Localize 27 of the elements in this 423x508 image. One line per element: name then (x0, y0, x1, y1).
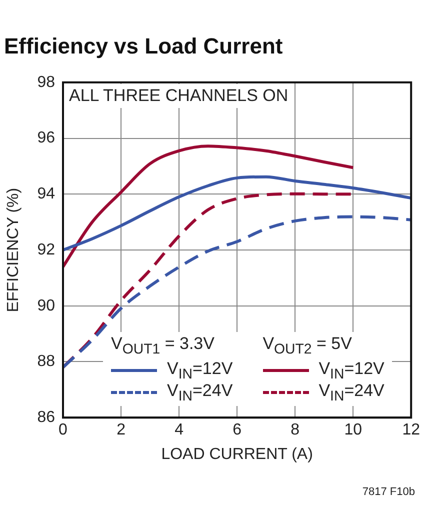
annotation: V$_{OUT1}$ = 3.3V (111, 334, 216, 359)
chart-title: Efficiency vs Load Current (4, 33, 284, 58)
x-tick-label: 10 (344, 422, 362, 439)
text: 7817 F10b (362, 486, 415, 498)
x-axis-title: LOAD CURRENT (A) (161, 446, 313, 463)
legend-label: V$_{IN}$=12V (318, 358, 384, 382)
x-tick-label: 6 (232, 422, 242, 439)
y-tick-label: 86 (37, 409, 56, 426)
x-tick-label: 0 (58, 422, 68, 439)
x-tick-label: 12 (402, 422, 420, 439)
annotation: ALL THREE CHANNELS ON (65, 84, 292, 108)
x-tick-label: 8 (290, 422, 300, 439)
annotation: V$_{OUT2}$ = 5V (262, 334, 353, 359)
y-tick-label: 94 (37, 186, 56, 203)
y-tick-label: 98 (37, 74, 56, 91)
x-tick-label: 2 (116, 422, 126, 439)
y-tick-label: 88 (37, 353, 56, 370)
line-series (63, 175, 412, 252)
legend-label: V$_{IN}$=24V (167, 380, 233, 404)
y-axis-title: EFFICIENCY (%) (5, 188, 22, 312)
x-tick-label: 4 (174, 422, 184, 439)
y-tick-label: 92 (37, 241, 56, 258)
y-tick-label: 90 (37, 297, 56, 314)
y-tick-label: 96 (37, 130, 56, 147)
legend-label: V$_{IN}$=24V (318, 380, 384, 404)
legend-label: V$_{IN}$=12V (167, 358, 233, 382)
line-series (63, 144, 355, 268)
